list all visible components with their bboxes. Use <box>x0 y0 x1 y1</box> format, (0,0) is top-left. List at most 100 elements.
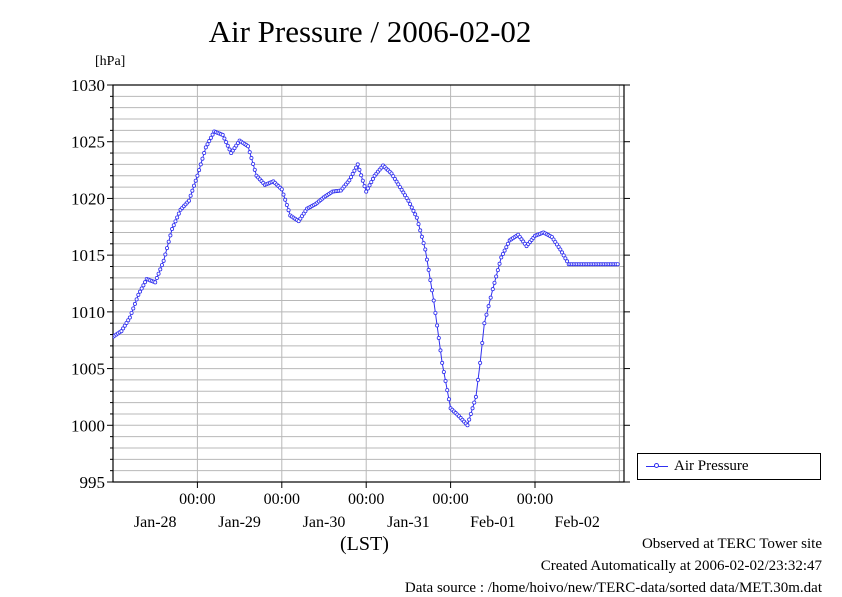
data-point <box>347 178 352 183</box>
data-point <box>369 180 374 185</box>
data-point <box>279 187 284 192</box>
y-tick-label: 1010 <box>71 303 105 322</box>
x-tick-label-date: Jan-28 <box>134 514 177 531</box>
data-point <box>283 197 288 202</box>
data-point <box>202 151 207 156</box>
data-point <box>401 190 406 195</box>
data-point <box>364 189 369 194</box>
data-point <box>225 143 230 148</box>
data-point <box>350 171 355 176</box>
data-point <box>495 268 500 273</box>
data-point <box>143 280 148 285</box>
data-point <box>565 259 570 264</box>
data-point <box>502 248 507 253</box>
data-point <box>124 320 129 325</box>
y-tick-label: 1020 <box>71 189 105 208</box>
data-point <box>394 179 399 184</box>
data-point <box>396 182 401 187</box>
data-point <box>433 310 438 315</box>
data-point <box>227 147 232 152</box>
data-point <box>281 192 286 197</box>
data-point <box>424 257 429 262</box>
data-point <box>443 379 448 384</box>
x-tick-label-date: Jan-31 <box>387 514 430 531</box>
data-point <box>222 136 227 141</box>
data-point <box>252 167 257 172</box>
data-point <box>284 203 289 208</box>
data-point <box>404 195 409 200</box>
footer-source: Data source : /home/hoivo/new/TERC-data/… <box>404 580 822 596</box>
data-point <box>418 228 423 233</box>
data-point <box>357 167 362 172</box>
data-point <box>494 274 499 279</box>
data-point <box>492 280 497 285</box>
data-point <box>249 156 254 161</box>
data-point <box>165 246 170 251</box>
data-point <box>561 253 566 258</box>
data-point <box>446 397 451 402</box>
data-point <box>352 168 357 173</box>
data-point <box>423 247 428 252</box>
data-point <box>210 132 215 137</box>
data-point <box>129 310 134 315</box>
x-tick-label-date: Feb-02 <box>555 514 600 531</box>
data-point <box>563 256 568 261</box>
legend: Air Pressure <box>637 453 821 480</box>
data-point <box>195 173 200 178</box>
data-point <box>486 304 491 309</box>
data-point <box>428 278 433 283</box>
data-point <box>478 360 483 365</box>
data-point <box>126 318 131 323</box>
y-unit-label: [hPa] <box>95 54 126 69</box>
data-point <box>362 184 367 189</box>
x-tick-label-date: Jan-30 <box>303 514 346 531</box>
x-tick-label-time: 00:00 <box>348 491 384 508</box>
data-point <box>247 150 252 155</box>
data-point <box>205 142 210 147</box>
data-point <box>497 261 502 266</box>
data-point <box>141 283 146 288</box>
data-point <box>168 233 173 238</box>
data-point <box>365 186 370 191</box>
data-point <box>200 156 205 161</box>
footer-created: Created Automatically at 2006-02-02/23:3… <box>540 558 822 574</box>
x-tick-label-date: Jan-29 <box>218 514 261 531</box>
data-point <box>251 161 256 166</box>
y-tick-label: 1015 <box>71 246 105 265</box>
data-point <box>360 178 365 183</box>
data-point <box>440 360 445 365</box>
data-point <box>132 301 137 306</box>
data-point <box>208 135 213 140</box>
data-point <box>392 176 397 181</box>
y-tick-label: 995 <box>80 473 106 492</box>
data-point <box>176 211 181 216</box>
data-point <box>207 139 212 144</box>
data-point <box>499 255 504 260</box>
data-point <box>121 326 126 331</box>
x-tick-label-time: 00:00 <box>517 491 553 508</box>
data-point <box>438 348 443 353</box>
legend-swatch <box>646 463 668 468</box>
data-point <box>505 241 510 246</box>
data-point <box>197 168 202 173</box>
data-point <box>156 271 161 276</box>
data-point <box>286 208 291 213</box>
data-point <box>153 280 158 285</box>
data-point <box>403 193 408 198</box>
data-point <box>175 215 180 220</box>
data-point <box>198 162 203 167</box>
data-point <box>468 411 473 416</box>
data-point <box>186 198 191 203</box>
data-point <box>406 198 411 203</box>
data-point <box>139 286 144 291</box>
data-point <box>409 205 414 210</box>
legend-label: Air Pressure <box>674 458 749 474</box>
data-point <box>159 263 164 268</box>
data-point <box>354 165 359 170</box>
data-point <box>220 132 225 137</box>
data-point <box>170 227 175 232</box>
data-point <box>134 297 139 302</box>
data-point <box>414 215 419 220</box>
data-point <box>421 241 426 246</box>
